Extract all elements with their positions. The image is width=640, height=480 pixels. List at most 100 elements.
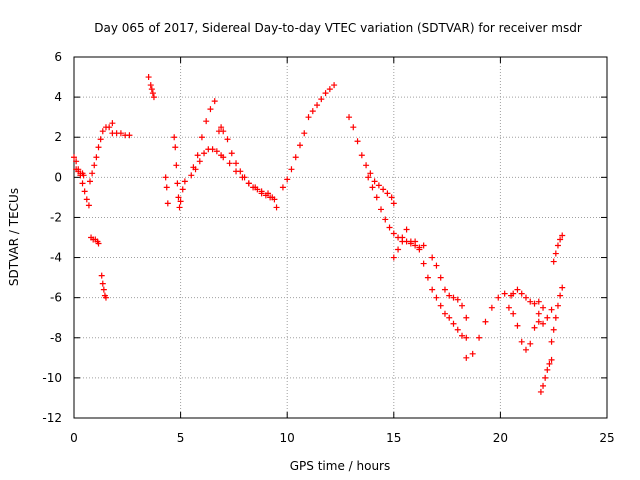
y-tick-label: -8 (50, 331, 62, 345)
data-point (309, 108, 316, 115)
data-point (433, 262, 440, 269)
data-point (514, 286, 521, 293)
data-point (373, 194, 380, 201)
plot-frame (73, 56, 608, 419)
data-point (390, 200, 397, 207)
data-point (126, 132, 133, 139)
data-point (450, 294, 457, 301)
y-tick-label: 6 (54, 50, 62, 64)
data-point (198, 134, 205, 141)
data-point (213, 148, 220, 155)
data-point (181, 178, 188, 185)
data-point (220, 128, 227, 135)
x-tick-label: 25 (599, 431, 614, 445)
series-seg25 (548, 284, 566, 345)
series-seg22 (510, 286, 542, 307)
data-point (522, 346, 529, 353)
data-point (459, 302, 466, 309)
data-point (441, 310, 448, 317)
data-point (552, 250, 559, 257)
data-point (382, 216, 389, 223)
data-point (450, 320, 457, 327)
data-point (514, 322, 521, 329)
series-seg17 (390, 226, 414, 261)
data-point (196, 158, 203, 165)
data-point (314, 102, 321, 109)
data-point (412, 238, 419, 245)
data-point (535, 318, 542, 325)
data-point (296, 142, 303, 149)
y-tick-label: 0 (54, 170, 62, 184)
series-seg21 (505, 304, 547, 353)
data-point (510, 310, 517, 317)
data-point (305, 114, 312, 121)
data-point (429, 286, 436, 293)
data-point (367, 170, 374, 177)
data-point (149, 90, 156, 97)
series-seg20 (463, 290, 515, 361)
series-seg5 (88, 234, 102, 247)
data-point (164, 200, 171, 207)
data-point (172, 144, 179, 151)
data-point (86, 178, 93, 185)
y-tick-label: -10 (42, 371, 62, 385)
data-point (552, 314, 559, 321)
data-point (542, 374, 549, 381)
data-point (420, 260, 427, 267)
data-point (177, 198, 184, 205)
y-tick-label: 4 (54, 90, 62, 104)
data-point (510, 290, 517, 297)
data-point (459, 332, 466, 339)
series-seg8 (162, 174, 171, 207)
data-point (546, 360, 553, 367)
series-seg7 (145, 74, 157, 101)
x-tick-label: 5 (177, 431, 185, 445)
data-point (322, 90, 329, 97)
data-point (318, 96, 325, 103)
series-seg9 (171, 134, 188, 211)
data-point (363, 162, 370, 169)
y-tick-label: 2 (54, 130, 62, 144)
data-point (424, 274, 431, 281)
data-point (269, 194, 276, 201)
data-point (109, 120, 116, 127)
data-point (106, 124, 113, 131)
series-seg3 (86, 120, 116, 185)
y-tick-label: -2 (50, 210, 62, 224)
data-point (209, 146, 216, 153)
x-tick-label: 20 (493, 431, 508, 445)
data-point (201, 150, 208, 157)
data-point (258, 188, 265, 195)
series-seg11 (190, 98, 218, 171)
data-point (188, 172, 195, 179)
data-point (390, 254, 397, 261)
data-point (554, 242, 561, 249)
data-point (163, 184, 170, 191)
data-point (218, 124, 225, 131)
data-point (117, 130, 124, 137)
y-axis-label: SDTVAR / TECUs (7, 188, 21, 286)
data-point (148, 86, 155, 93)
data-point (224, 136, 231, 143)
data-point (518, 338, 525, 345)
series-seg15 (346, 114, 397, 207)
data-point (501, 290, 508, 297)
data-point (207, 106, 214, 113)
data-point (437, 302, 444, 309)
data-point (292, 154, 299, 161)
data-point (346, 114, 353, 121)
y-tick-label: -6 (50, 291, 62, 305)
data-point (540, 304, 547, 311)
data-point (416, 246, 423, 253)
data-point (175, 194, 182, 201)
data-point (527, 340, 534, 347)
data-point (540, 320, 547, 327)
data-point (559, 232, 566, 239)
data-point (522, 294, 529, 301)
data-point (378, 206, 385, 213)
data-point (71, 154, 77, 161)
data-point (245, 180, 252, 187)
data-point (301, 130, 308, 137)
data-point (554, 302, 561, 309)
